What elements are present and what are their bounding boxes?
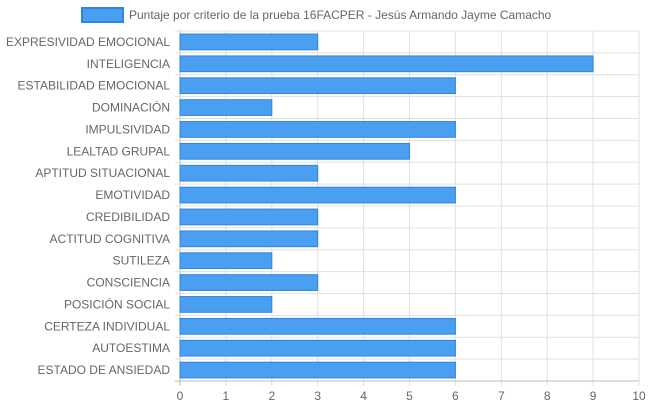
category-label: EXPRESIVIDAD EMOCIONAL xyxy=(6,35,170,49)
category-label: ESTABILIDAD EMOCIONAL xyxy=(18,79,171,93)
x-tick-label: 9 xyxy=(590,389,597,403)
bar[interactable] xyxy=(179,339,456,357)
category-label: CREDIBILIDAD xyxy=(86,210,170,224)
bar[interactable] xyxy=(179,252,273,270)
category-label: POSICIÓN SOCIAL xyxy=(64,296,170,311)
category-label: SUTILEZA xyxy=(113,254,170,268)
category-label: CONSCIENCIA xyxy=(87,276,170,290)
category-label: APTITUD SITUACIONAL xyxy=(35,166,170,180)
bar[interactable] xyxy=(179,230,319,248)
legend[interactable]: Puntaje por criterio de la prueba 16FACP… xyxy=(81,7,552,23)
bar[interactable] xyxy=(179,274,319,291)
bar[interactable] xyxy=(179,317,456,335)
bar[interactable] xyxy=(179,77,456,95)
bar[interactable] xyxy=(179,164,319,182)
bar[interactable] xyxy=(179,99,273,116)
x-axis-tick-labels: 0 1 2 3 4 5 6 7 8 9 10 xyxy=(177,389,646,403)
bar[interactable] xyxy=(179,55,594,73)
legend-swatch xyxy=(81,7,124,23)
legend-label: Puntaje por criterio de la prueba 16FACP… xyxy=(129,8,552,22)
x-tick-label: 10 xyxy=(632,389,646,403)
category-label: DOMINACIÓN xyxy=(92,100,170,115)
category-label: AUTOESTIMA xyxy=(92,341,170,355)
x-tick-label: 0 xyxy=(177,389,184,403)
category-label: ESTADO DE ANSIEDAD xyxy=(38,363,171,377)
x-tick-label: 2 xyxy=(268,389,275,403)
bar[interactable] xyxy=(179,121,456,138)
category-label: INTELIGENCIA xyxy=(87,57,170,71)
category-label: CERTEZA INDIVIDUAL xyxy=(44,319,170,333)
bar[interactable] xyxy=(179,208,319,226)
bars xyxy=(179,33,594,379)
x-tick-label: 6 xyxy=(452,389,459,403)
x-tick-label: 5 xyxy=(406,389,413,403)
category-label: IMPULSIVIDAD xyxy=(85,122,170,136)
bar[interactable] xyxy=(179,33,319,51)
category-label: EMOTIVIDAD xyxy=(95,188,170,202)
x-tick-label: 1 xyxy=(223,389,230,403)
category-label: LEALTAD GRUPAL xyxy=(67,144,171,158)
x-tick-label: 8 xyxy=(544,389,551,403)
bar[interactable] xyxy=(179,361,456,379)
bar[interactable] xyxy=(179,186,456,204)
category-label: ACTITUD COGNITIVA xyxy=(50,232,170,246)
x-tick-label: 7 xyxy=(498,389,505,403)
bar[interactable] xyxy=(179,142,410,160)
bar[interactable] xyxy=(179,296,273,313)
category-labels: EXPRESIVIDAD EMOCIONAL INTELIGENCIA ESTABI… xyxy=(6,35,170,377)
x-tick-label: 4 xyxy=(360,389,367,403)
x-tick-label: 3 xyxy=(314,389,321,403)
